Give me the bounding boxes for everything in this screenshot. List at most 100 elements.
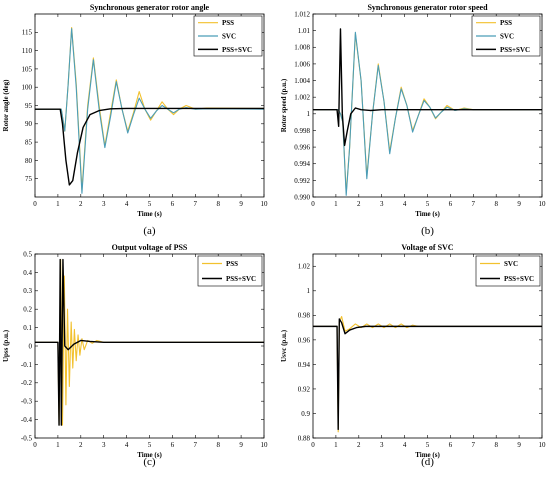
y-tick-label: 1 (307, 110, 311, 118)
series-line-pss-svc (313, 28, 542, 147)
legend-label-pss: PSS (226, 260, 238, 268)
panel-label: (d) (421, 456, 434, 468)
x-tick-label: 2 (79, 441, 83, 449)
y-axis-label: Rotor speed (p.u.) (280, 78, 288, 132)
y-tick-label: 0.990 (294, 193, 310, 201)
y-tick-label: 0.88 (298, 434, 311, 442)
x-tick-label: 9 (239, 441, 243, 449)
y-tick-label: 95 (25, 102, 33, 110)
x-tick-label: 9 (239, 200, 243, 208)
x-axis-label: Time (s) (415, 451, 440, 459)
x-axis-label: Time (s) (137, 451, 162, 459)
x-tick-label: 4 (403, 441, 407, 449)
x-tick-label: 6 (171, 441, 175, 449)
x-tick-label: 1 (56, 441, 60, 449)
x-tick-label: 2 (357, 200, 361, 208)
x-tick-label: 3 (102, 441, 106, 449)
y-tick-label: 1 (307, 287, 311, 295)
x-tick-label: 3 (380, 200, 384, 208)
series-line-svc (35, 28, 264, 194)
series-line-pss-svc (35, 107, 264, 186)
y-tick-label: -0.2 (21, 379, 33, 387)
legend: PSS SVC PSS+SVC (193, 15, 263, 57)
y-tick-label: 1.02 (298, 263, 311, 271)
x-tick-label: 4 (125, 200, 129, 208)
y-tick-label: 115 (22, 29, 33, 37)
y-axis-label: Usvc (p.u.) (280, 329, 288, 362)
y-tick-label: 75 (25, 175, 33, 183)
x-tick-label: 8 (216, 441, 220, 449)
x-tick-label: 5 (426, 441, 430, 449)
x-tick-label: 9 (517, 441, 521, 449)
y-tick-label: 1.002 (294, 94, 310, 102)
x-tick-label: 4 (403, 200, 407, 208)
legend: PSS PSS+SVC (197, 255, 263, 287)
x-axis-label: Time (s) (415, 210, 440, 218)
x-tick-label: 3 (380, 441, 384, 449)
y-tick-label: 0.96 (298, 336, 311, 344)
x-tick-label: 10 (261, 441, 269, 449)
y-tick-label: 0.1 (23, 324, 32, 332)
legend: PSS SVC PSS+SVC (471, 15, 541, 57)
x-tick-label: 7 (472, 441, 476, 449)
x-tick-label: 0 (311, 200, 315, 208)
y-tick-label: 1.012 (294, 10, 310, 18)
legend-label-svc: SVC (222, 33, 236, 41)
x-tick-label: 2 (79, 200, 83, 208)
panel-label: (b) (421, 225, 434, 237)
series-line-pss-svc (313, 318, 542, 431)
y-tick-label: 100 (22, 84, 33, 92)
series-line-pss (313, 33, 542, 194)
y-tick-label: -0.4 (21, 416, 33, 424)
y-tick-label: 0.996 (294, 143, 310, 151)
y-tick-label: 0.2 (23, 306, 32, 314)
x-tick-label: 0 (311, 441, 315, 449)
x-tick-label: 5 (148, 441, 152, 449)
panel-label: (a) (143, 225, 156, 237)
y-tick-label: 0.992 (294, 177, 310, 185)
legend-box (197, 255, 263, 287)
x-tick-label: 3 (102, 200, 106, 208)
y-tick-label: 0.994 (294, 160, 310, 168)
y-tick-label: -0.5 (21, 434, 33, 442)
series-line-pss-svc (35, 258, 264, 426)
legend: SVC PSS+SVC (475, 255, 541, 287)
legend-label-svc: SVC (504, 260, 518, 268)
x-tick-label: 7 (194, 200, 198, 208)
chart-d: Voltage of SVC 0 1 2 3 4 5 6 7 8 9 10 0.88 0.9 0.92 0.9… (280, 243, 546, 468)
y-axis-label: Upss (p.u.) (2, 329, 10, 362)
x-tick-label: 8 (494, 441, 498, 449)
chart-a: Synchronous generator rotor angle 0 1 2 3 4 5 6… (2, 3, 268, 237)
chart-title: Voltage of SVC (401, 243, 453, 252)
series-line-svc (313, 31, 542, 196)
y-tick-label: 80 (25, 157, 33, 165)
y-tick-label: 0 (29, 342, 33, 350)
y-tick-label: -0.1 (21, 361, 33, 369)
x-tick-label: 1 (56, 200, 60, 208)
y-tick-label: 1.01 (298, 27, 311, 35)
legend-label-pss: PSS (500, 19, 512, 27)
x-tick-label: 9 (517, 200, 521, 208)
chart-c: Output voltage of PSS 0 1 2 3 4 5 6 7 8 9 10 -0.5 -0.… (2, 243, 268, 468)
y-tick-label: 105 (22, 65, 33, 73)
legend-label-pss-svc: PSS+SVC (504, 275, 534, 283)
x-tick-label: 7 (472, 200, 476, 208)
y-tick-label: 110 (22, 47, 33, 55)
legend-label-pss-svc: PSS+SVC (500, 46, 530, 54)
y-tick-label: 0.92 (298, 385, 311, 393)
x-tick-label: 2 (357, 441, 361, 449)
y-tick-label: 0.94 (298, 361, 311, 369)
x-tick-label: 6 (449, 441, 453, 449)
chart-title: Output voltage of PSS (112, 243, 188, 252)
y-tick-label: 1.008 (294, 44, 310, 52)
x-tick-label: 8 (494, 200, 498, 208)
y-tick-label: 0.5 (23, 250, 32, 258)
y-tick-label: 1.006 (294, 60, 310, 68)
panel-label: (c) (143, 456, 156, 468)
y-tick-label: 85 (25, 139, 33, 147)
x-tick-label: 6 (171, 200, 175, 208)
x-tick-label: 10 (261, 200, 269, 208)
series-line-svc (313, 316, 542, 433)
